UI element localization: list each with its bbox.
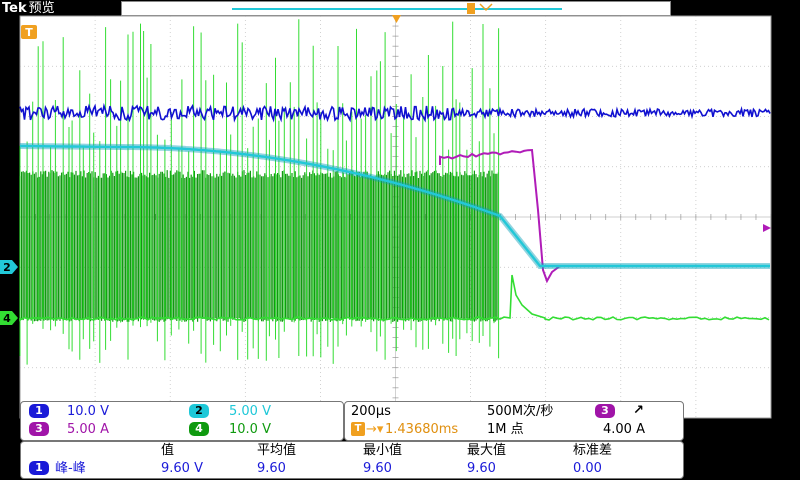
meas-type[interactable]: 峰-峰 (55, 461, 86, 476)
ch4-waveform (19, 19, 770, 365)
trigger-marker-label: T (25, 26, 33, 39)
trigger-level-marker-icon[interactable] (763, 224, 771, 232)
meas-value: 9.60 V (161, 461, 203, 476)
trigger-position-icon (467, 3, 475, 14)
ch4-ground-marker[interactable]: 4 (0, 311, 18, 325)
meas-stddev: 0.00 (573, 461, 602, 476)
sample-rate[interactable]: 500M次/秒 (487, 404, 554, 419)
meas-min: 9.60 (363, 461, 392, 476)
channel-scale-panel: 1 10.0 V 2 5.00 V 3 5.00 A 4 10.0 V (20, 401, 344, 441)
meas-max: 9.60 (467, 461, 496, 476)
trigger-position-marker-icon[interactable] (392, 15, 401, 23)
ch4-scale[interactable]: 10.0 V (229, 422, 271, 437)
meas-header-stddev: 标准差 (573, 443, 613, 458)
record-length[interactable]: 1M 点 (487, 422, 524, 437)
trigger-chevron-icon (479, 3, 493, 12)
ch1-badge[interactable]: 1 (29, 404, 49, 418)
horizontal-scale[interactable]: 200µs (351, 404, 391, 419)
timebase-trigger-panel: 200µs 500M次/秒 T →▾ 1.43680ms 1M 点 3 ↗ 4.… (344, 401, 684, 441)
measurement-panel: 值 平均值 最小值 最大值 标准差 1 峰-峰 9.60 V 9.60 9.60… (20, 441, 684, 479)
ch1-scale[interactable]: 10.0 V (67, 404, 109, 419)
ch4-badge[interactable]: 4 (189, 422, 209, 436)
trigger-position-icon: T (351, 422, 365, 436)
meas-header-mean: 平均值 (257, 443, 297, 458)
brand-name: Tek (2, 1, 27, 16)
record-view-indicator (232, 3, 562, 14)
trigger-slope-icon[interactable]: ↗ (633, 403, 644, 418)
ch2-marker-label: 2 (3, 261, 11, 274)
meas-mean: 9.60 (257, 461, 286, 476)
ch3-waveform (439, 148, 561, 284)
meas-channel-badge[interactable]: 1 (29, 461, 49, 475)
trigger-position[interactable]: 1.43680ms (385, 422, 459, 437)
ch3-scale[interactable]: 5.00 A (67, 422, 109, 437)
ch2-badge[interactable]: 2 (189, 404, 209, 418)
brand-label: Tek 预览 (2, 0, 55, 18)
ch3-badge[interactable]: 3 (29, 422, 49, 436)
meas-header-min: 最小值 (363, 443, 403, 458)
meas-header-value: 值 (161, 443, 175, 458)
ch2-scale[interactable]: 5.00 V (229, 404, 271, 419)
ch2-waveform (20, 143, 770, 269)
ch2-ground-marker[interactable]: 2 (0, 260, 18, 274)
meas-header-max: 最大值 (467, 443, 507, 458)
trigger-source-badge[interactable]: 3 (595, 404, 615, 418)
trigger-arrow-icon: →▾ (366, 422, 384, 437)
ch1-waveform (19, 102, 771, 123)
acquisition-mode: 预览 (28, 1, 55, 16)
top-status-bar: Tek 预览 (0, 0, 800, 18)
trigger-level[interactable]: 4.00 A (603, 422, 645, 437)
trigger-marker[interactable]: T (21, 25, 37, 39)
ch4-marker-label: 4 (3, 312, 11, 325)
